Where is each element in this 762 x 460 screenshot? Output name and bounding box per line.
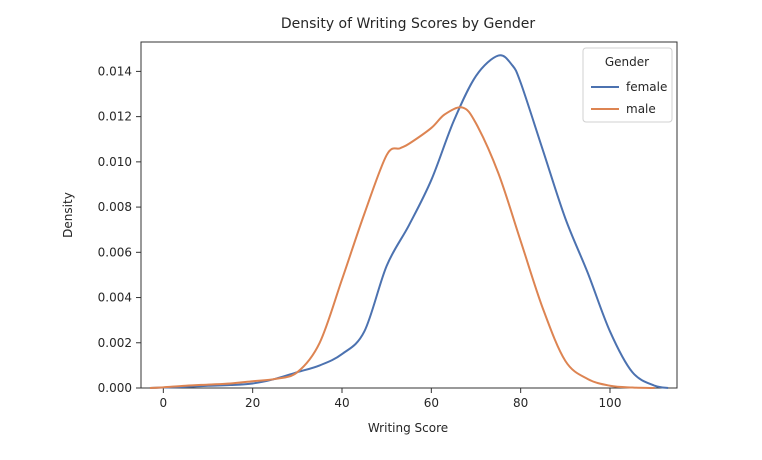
x-tick-label: 80 [513,396,528,410]
y-tick-label: 0.008 [98,200,132,214]
y-tick-label: 0.000 [98,381,132,395]
y-axis-label: Density [61,192,75,238]
x-tick-label: 60 [424,396,439,410]
y-axis: 0.000 0.002 0.004 0.006 0.008 0.010 0.012 0.014 [98,64,141,395]
x-tick-label: 40 [334,396,349,410]
series-line-female [149,54,669,389]
y-tick-label: 0.012 [98,110,132,124]
legend-label-female: female [626,80,667,94]
y-tick-label: 0.014 [98,64,132,78]
plot-area [140,41,678,389]
legend-box [582,47,673,123]
x-tick-label: 100 [599,396,622,410]
series-line-male [149,106,655,389]
x-tick-label: 0 [160,396,168,410]
x-axis-label: Writing Score [368,421,448,435]
y-tick-label: 0.006 [98,245,132,259]
y-tick-label: 0.004 [98,291,132,305]
chart-title: Density of Writing Scores by Gender [281,16,535,32]
legend: Gender female male [582,47,673,123]
y-tick-label: 0.010 [98,155,132,169]
series-lines [149,54,669,389]
y-tick-label: 0.002 [98,336,132,350]
legend-label-male: male [626,102,656,116]
legend-title: Gender [605,55,649,69]
x-tick-label: 20 [245,396,260,410]
x-axis: 0 20 40 60 80 100 [160,388,622,410]
